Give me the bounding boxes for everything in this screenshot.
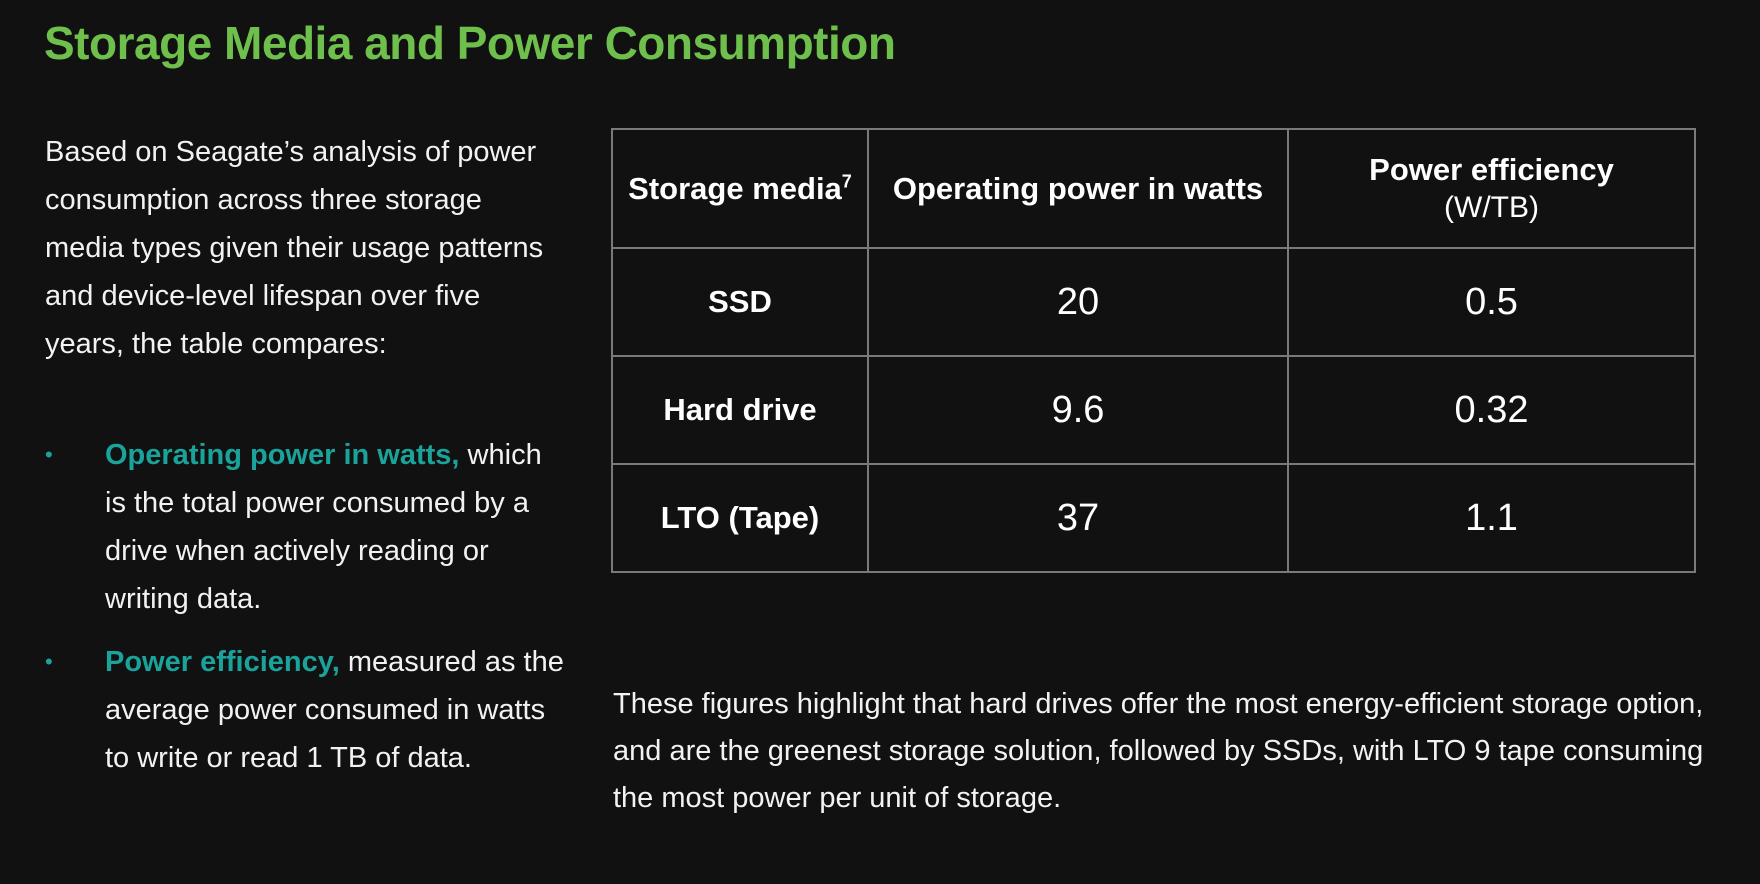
- cell-operating-power: 20: [867, 247, 1289, 357]
- bullet-icon: •: [45, 649, 53, 674]
- cell-power-efficiency: 1.1: [1287, 463, 1696, 573]
- cell-power-efficiency: 0.32: [1287, 355, 1696, 465]
- cell-media: Hard drive: [611, 355, 869, 465]
- bullet-icon: •: [45, 442, 53, 467]
- cell-operating-power: 9.6: [867, 355, 1289, 465]
- cell-operating-power: 37: [867, 463, 1289, 573]
- table-row: LTO (Tape) 37 1.1: [611, 463, 1696, 573]
- definition-item-power-efficiency: • Power efficiency, measured as the aver…: [45, 638, 565, 782]
- table-row: SSD 20 0.5: [611, 247, 1696, 357]
- footnote-marker: 7: [841, 171, 852, 192]
- table-header-row: Storage media7 Operating power in watts …: [611, 128, 1696, 249]
- cell-media: LTO (Tape): [611, 463, 869, 573]
- definition-text: measured as the average power consumed i…: [105, 646, 564, 774]
- power-comparison-table: Storage media7 Operating power in watts …: [611, 128, 1696, 573]
- page-title: Storage Media and Power Consumption: [44, 17, 896, 69]
- definition-term: Power efficiency,: [105, 646, 340, 678]
- table-row: Hard drive 9.6 0.32: [611, 355, 1696, 465]
- definition-term: Operating power in watts,: [105, 439, 460, 471]
- header-operating-power: Operating power in watts: [867, 128, 1289, 249]
- conclusion-paragraph: These figures highlight that hard drives…: [613, 688, 1704, 814]
- definition-item-operating-power: • Operating power in watts, which is the…: [45, 431, 565, 623]
- header-power-efficiency: Power efficiency (W/TB): [1287, 128, 1696, 249]
- cell-media: SSD: [611, 247, 869, 357]
- cell-power-efficiency: 0.5: [1287, 247, 1696, 357]
- header-storage-media: Storage media7: [611, 128, 869, 249]
- intro-paragraph: Based on Seagate’s analysis of power con…: [45, 136, 544, 360]
- header-unit: (W/TB): [1444, 190, 1539, 224]
- definition-list: • Operating power in watts, which is the…: [45, 431, 565, 797]
- definition-text: which is the total power consumed by a d…: [105, 439, 542, 615]
